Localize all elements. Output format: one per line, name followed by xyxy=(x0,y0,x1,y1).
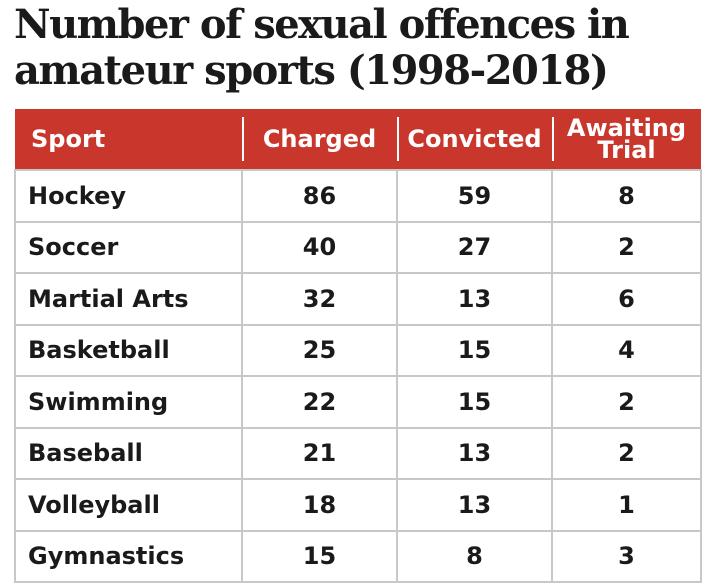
offences-table: Sport Charged Convicted Awaiting Trial H… xyxy=(14,109,702,583)
sport-cell: Hockey xyxy=(14,169,243,223)
table-row: Swimming 22 15 2 xyxy=(14,375,702,429)
column-header-sport: Sport xyxy=(31,125,106,153)
charged-cell: 86 xyxy=(241,169,398,223)
table-row: Volleyball 18 13 1 xyxy=(14,478,702,532)
sport-cell: Soccer xyxy=(14,220,243,274)
convicted-cell: 15 xyxy=(396,375,553,429)
sport-cell: Baseball xyxy=(14,426,243,480)
convicted-cell: 13 xyxy=(396,426,553,480)
column-header-charged: Charged xyxy=(242,109,397,170)
table-row: Martial Arts 32 13 6 xyxy=(14,272,702,326)
charged-cell: 25 xyxy=(241,323,398,377)
convicted-cell: 8 xyxy=(396,529,553,583)
charged-cell: 15 xyxy=(241,529,398,583)
awaiting-trial-cell: 2 xyxy=(551,220,702,274)
table-row: Basketball 25 15 4 xyxy=(14,323,702,377)
charged-cell: 40 xyxy=(241,220,398,274)
convicted-cell: 27 xyxy=(396,220,553,274)
table-row: Hockey 86 59 8 xyxy=(14,169,702,223)
sport-cell: Martial Arts xyxy=(14,272,243,326)
table-row: Gymnastics 15 8 3 xyxy=(14,529,702,583)
table-row: Soccer 40 27 2 xyxy=(14,220,702,274)
convicted-cell: 13 xyxy=(396,478,553,532)
awaiting-trial-cell: 3 xyxy=(551,529,702,583)
awaiting-trial-cell: 4 xyxy=(551,323,702,377)
convicted-cell: 15 xyxy=(396,323,553,377)
awaiting-trial-cell: 2 xyxy=(551,375,702,429)
sport-cell: Swimming xyxy=(14,375,243,429)
sport-cell: Volleyball xyxy=(14,478,243,532)
table-row: Baseball 21 13 2 xyxy=(14,426,702,480)
table-header-row: Sport Charged Convicted Awaiting Trial xyxy=(15,109,701,170)
charged-cell: 22 xyxy=(241,375,398,429)
charged-cell: 21 xyxy=(241,426,398,480)
awaiting-trial-cell: 1 xyxy=(551,478,702,532)
column-header-awaiting-trial: Awaiting Trial xyxy=(552,109,701,170)
awaiting-trial-cell: 2 xyxy=(551,426,702,480)
awaiting-trial-cell: 8 xyxy=(551,169,702,223)
sport-cell: Gymnastics xyxy=(14,529,243,583)
charged-cell: 32 xyxy=(241,272,398,326)
awaiting-trial-cell: 6 xyxy=(551,272,702,326)
convicted-cell: 13 xyxy=(396,272,553,326)
convicted-cell: 59 xyxy=(396,169,553,223)
column-header-convicted: Convicted xyxy=(397,109,552,170)
charged-cell: 18 xyxy=(241,478,398,532)
sport-cell: Basketball xyxy=(14,323,243,377)
chart-title: Number of sexual offences in amateur spo… xyxy=(14,1,630,94)
